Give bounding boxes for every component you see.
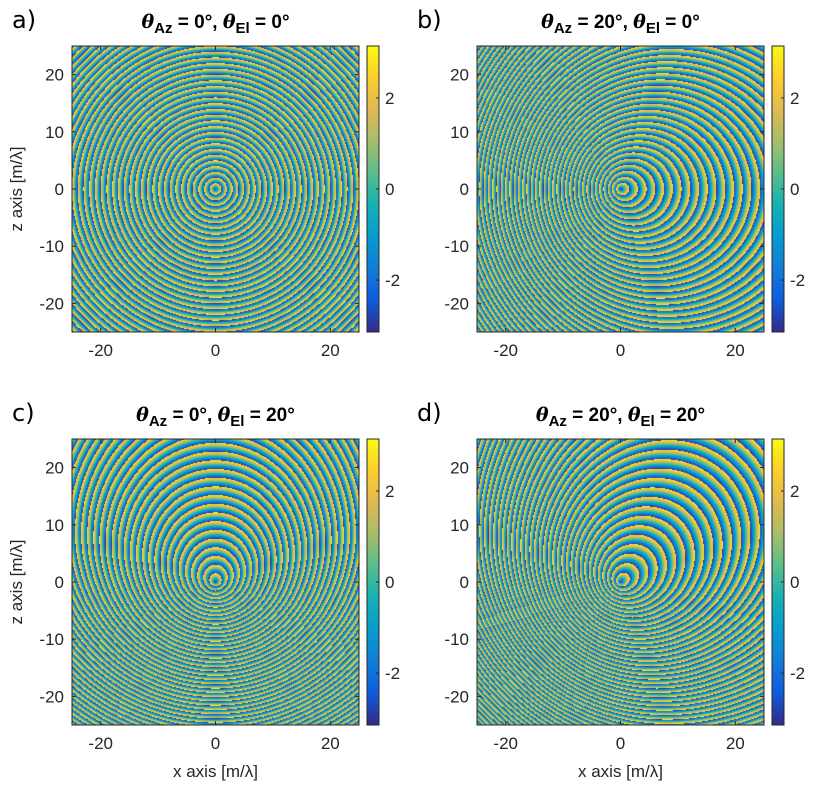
title-part-end: = 0°	[660, 12, 700, 33]
title-part-sub2: El	[236, 20, 250, 37]
y-tick-label: -10	[39, 630, 64, 649]
y-tick-label: -10	[444, 630, 469, 649]
title-part-end: = 20°	[655, 405, 705, 426]
phase-heatmap	[477, 46, 764, 332]
x-tick-label: 0	[616, 341, 625, 360]
title-part-mid: = 0°,	[167, 405, 217, 426]
panel-c: c) θAz = 0°, θEl = 20°-20 0 20-20-1001020x …	[7, 399, 400, 781]
y-axis-label: z axis [m/λ]	[7, 539, 26, 624]
colorbar-tick-label: 2	[385, 89, 394, 108]
y-tick-label: 10	[45, 516, 64, 535]
y-tick-label: 20	[45, 459, 64, 478]
panel-label: b)	[417, 6, 442, 34]
panel-label: a)	[12, 6, 36, 34]
x-tick-label: -20	[88, 734, 113, 753]
x-tick-label: 20	[321, 341, 340, 360]
colorbar-tick-label: 0	[385, 180, 394, 199]
y-tick-label: 10	[45, 123, 64, 142]
colorbar	[772, 439, 784, 725]
title-part-theta1: θ	[136, 404, 149, 426]
title-part-sub2: El	[230, 413, 244, 430]
colorbar-tick-label: -2	[385, 271, 400, 290]
panel-label: d)	[417, 399, 442, 427]
x-tick-label: 20	[726, 341, 745, 360]
y-tick-label: -20	[444, 294, 469, 313]
y-tick-label: -20	[39, 687, 64, 706]
title-part-sub1: Az	[554, 20, 572, 37]
title-part-sub2: El	[641, 413, 655, 430]
y-tick-label: -10	[39, 237, 64, 256]
panel-title: θAz = 0°, θEl = 20°	[136, 404, 295, 430]
y-tick-label: 0	[460, 180, 469, 199]
x-tick-label: 20	[321, 734, 340, 753]
panel-title: θAz = 0°, θEl = 0°	[141, 11, 289, 37]
title-part-sub2: El	[646, 20, 660, 37]
x-axis-label: x axis [m/λ]	[173, 762, 258, 781]
colorbar-tick-label: 2	[790, 89, 799, 108]
title-part-theta2: θ	[633, 11, 646, 33]
colorbar-tick-label: -2	[385, 664, 400, 683]
y-tick-label: 10	[450, 516, 469, 535]
colorbar	[367, 439, 379, 725]
x-tick-label: 0	[211, 341, 220, 360]
colorbar-tick-label: 2	[385, 482, 394, 501]
colorbar-tick-label: 0	[385, 573, 394, 592]
title-part-theta2: θ	[628, 404, 641, 426]
y-tick-label: 10	[450, 123, 469, 142]
x-tick-label: -20	[493, 341, 518, 360]
panel-title: θAz = 20°, θEl = 20°	[536, 404, 705, 430]
title-part-theta1: θ	[141, 11, 154, 33]
y-axis-label: z axis [m/λ]	[7, 146, 26, 231]
x-tick-label: -20	[493, 734, 518, 753]
phase-heatmap	[72, 439, 359, 725]
panel-d: d) θAz = 20°, θEl = 20°-20 0 20-20-1001020x…	[417, 399, 805, 781]
title-part-mid: = 0°,	[172, 12, 222, 33]
panel-title: θAz = 20°, θEl = 0°	[541, 11, 700, 37]
y-tick-label: 20	[450, 66, 469, 85]
title-part-theta1: θ	[536, 404, 549, 426]
y-tick-label: -20	[444, 687, 469, 706]
title-part-theta2: θ	[223, 11, 236, 33]
title-part-sub1: Az	[154, 20, 172, 37]
title-part-end: = 0°	[250, 12, 290, 33]
colorbar-tick-label: 2	[790, 482, 799, 501]
y-tick-label: 20	[450, 459, 469, 478]
phase-heatmap	[72, 46, 359, 332]
colorbar-tick-label: -2	[790, 664, 805, 683]
y-tick-label: -10	[444, 237, 469, 256]
colorbar	[367, 46, 379, 332]
title-part-theta1: θ	[541, 11, 554, 33]
y-tick-label: 0	[460, 573, 469, 592]
title-part-sub1: Az	[149, 413, 167, 430]
colorbar-tick-label: 0	[790, 180, 799, 199]
y-tick-label: 0	[55, 180, 64, 199]
y-tick-label: -20	[39, 294, 64, 313]
panel-label: c)	[12, 399, 35, 427]
colorbar-tick-label: 0	[790, 573, 799, 592]
title-part-end: = 20°	[244, 405, 294, 426]
title-part-mid: = 20°,	[572, 12, 633, 33]
y-tick-label: 0	[55, 573, 64, 592]
phase-heatmap	[477, 439, 764, 725]
colorbar	[772, 46, 784, 332]
x-axis-label: x axis [m/λ]	[578, 762, 663, 781]
title-part-sub1: Az	[549, 413, 567, 430]
x-tick-label: 20	[726, 734, 745, 753]
panel-b: b) θAz = 20°, θEl = 0°-20 0 20-20-1001020-2…	[417, 6, 805, 360]
title-part-theta2: θ	[218, 404, 231, 426]
x-tick-label: -20	[88, 341, 113, 360]
title-part-mid: = 20°,	[567, 405, 628, 426]
x-tick-label: 0	[616, 734, 625, 753]
x-tick-label: 0	[211, 734, 220, 753]
y-tick-label: 20	[45, 66, 64, 85]
colorbar-tick-label: -2	[790, 271, 805, 290]
